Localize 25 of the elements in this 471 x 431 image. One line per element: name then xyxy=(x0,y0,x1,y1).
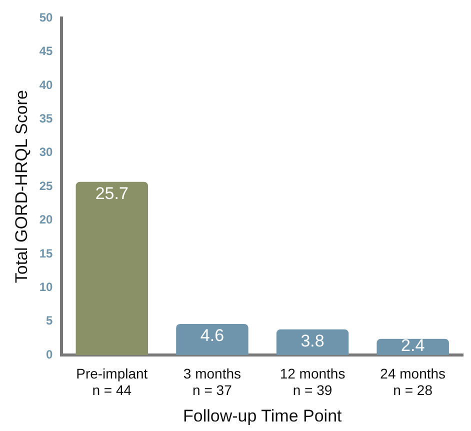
y-tick-label: 15 xyxy=(39,246,54,260)
bar xyxy=(276,329,349,355)
y-tick-label: 5 xyxy=(46,314,54,328)
x-tick-label: Pre-implant n = 44 xyxy=(76,365,148,398)
bar xyxy=(376,338,449,355)
y-tick-label: 10 xyxy=(39,280,54,294)
bar xyxy=(176,324,248,355)
data-label: 2.4 xyxy=(401,336,425,356)
x-axis-title: Follow-up Time Point xyxy=(183,406,342,426)
y-tick-label: 25 xyxy=(39,178,54,193)
y-tick-label: 40 xyxy=(39,78,54,92)
x-tick-label: 3 months n = 37 xyxy=(183,365,242,398)
y-tick-label: 30 xyxy=(39,145,54,160)
x-tick-label: 24 months n = 28 xyxy=(380,365,446,398)
data-label: 3.8 xyxy=(300,332,324,351)
y-tick-label: 0 xyxy=(46,347,54,362)
y-tick-label: 45 xyxy=(39,44,54,58)
data-label: 4.6 xyxy=(200,326,224,346)
y-tick-label: 20 xyxy=(39,212,54,227)
y-tick-label: 35 xyxy=(39,112,54,126)
data-label: 25.7 xyxy=(95,184,128,204)
y-tick-label: 50 xyxy=(39,10,54,25)
x-tick-label: 12 months n = 39 xyxy=(280,365,346,398)
bar xyxy=(76,182,148,355)
y-axis-title: Total GORD-HRQL Score xyxy=(12,90,31,284)
